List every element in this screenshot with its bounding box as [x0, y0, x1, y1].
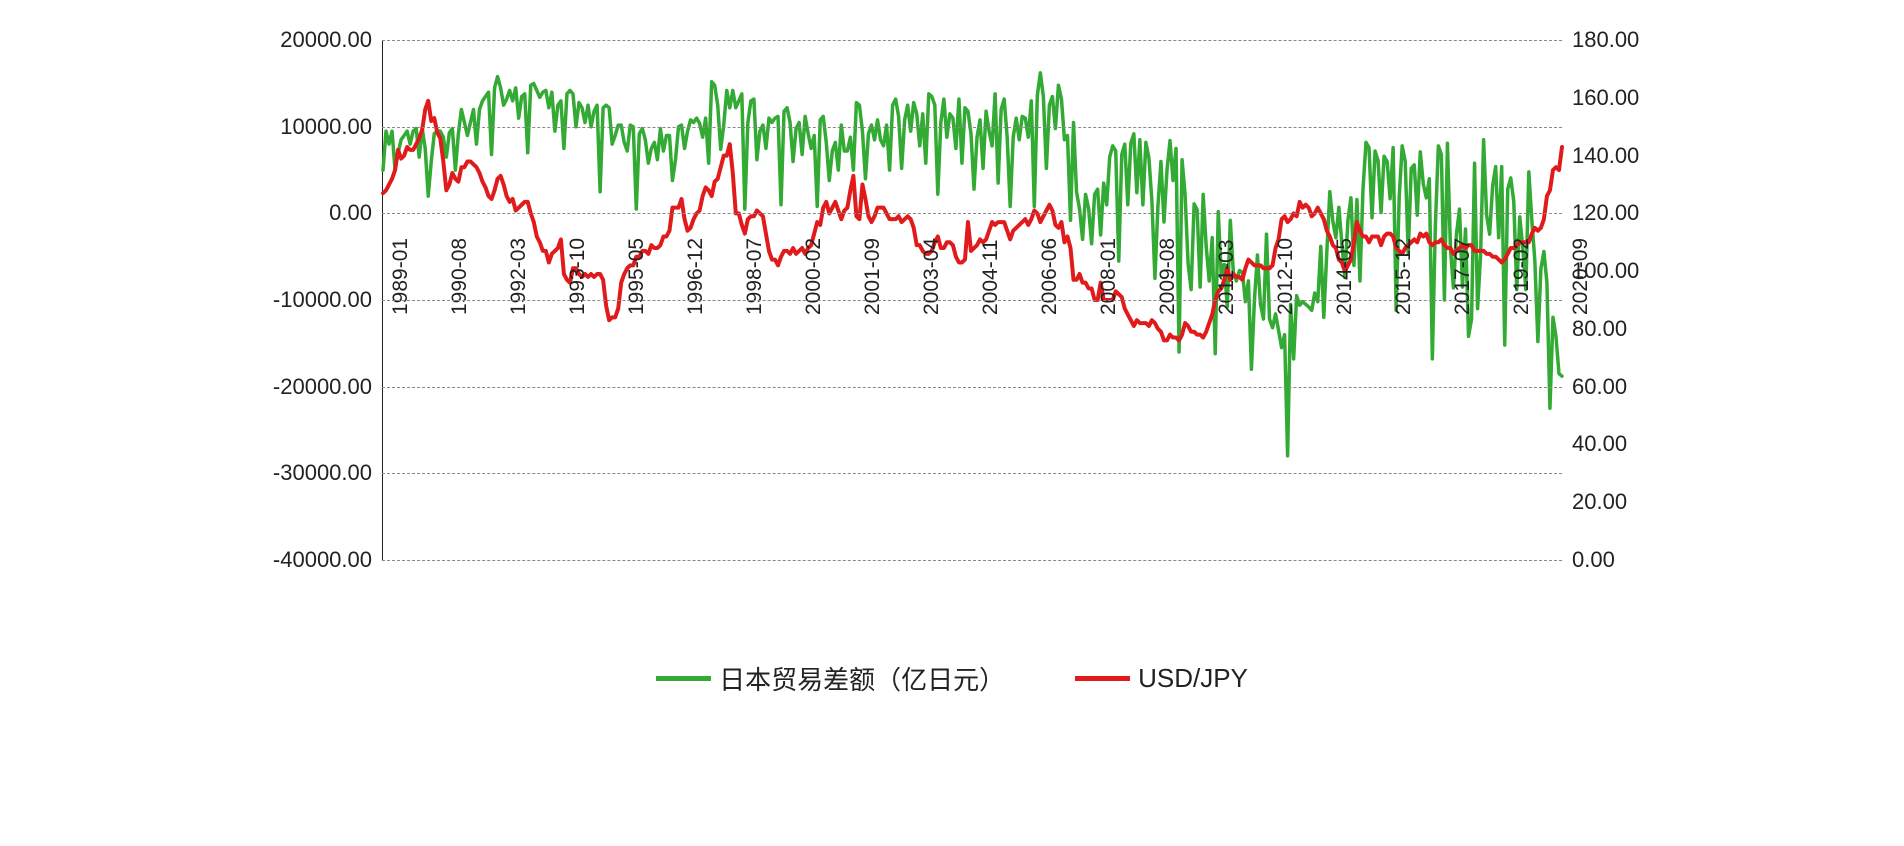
x-tick-label: 1989-01 [389, 238, 413, 315]
x-tick-label: 2012-10 [1274, 238, 1298, 315]
x-tick-label: 1998-07 [743, 238, 767, 315]
y-left-tick-label: 10000.00 [222, 114, 372, 140]
y-left-tick-label: -10000.00 [222, 287, 372, 313]
y-right-tick-label: 120.00 [1572, 200, 1692, 226]
y-right-tick-label: 20.00 [1572, 489, 1692, 515]
legend: 日本贸易差额（亿日元） USD/JPY [202, 660, 1702, 697]
x-tick-label: 2008-01 [1097, 238, 1121, 315]
y-left-tick-label: 0.00 [222, 200, 372, 226]
gridline [382, 560, 1562, 561]
legend-label-trade: 日本贸易差额（亿日元） [719, 660, 1005, 697]
x-tick-label: 1990-08 [448, 238, 472, 315]
x-tick-label: 1993-10 [566, 238, 590, 315]
y-right-tick-label: 140.00 [1572, 143, 1692, 169]
y-left-tick-label: -20000.00 [222, 374, 372, 400]
x-tick-label: 1996-12 [684, 238, 708, 315]
y-right-tick-label: 0.00 [1572, 547, 1692, 573]
y-left-tick-label: -30000.00 [222, 460, 372, 486]
legend-item-trade-balance: 日本贸易差额（亿日元） [656, 660, 1005, 697]
legend-label-usdjpy: USD/JPY [1138, 663, 1248, 694]
y-left-tick-label: 20000.00 [222, 27, 372, 53]
x-tick-label: 2009-08 [1156, 238, 1180, 315]
gridline [382, 473, 1562, 474]
x-tick-label: 1995-05 [625, 238, 649, 315]
y-right-tick-label: 80.00 [1572, 316, 1692, 342]
y-right-tick-label: 40.00 [1572, 431, 1692, 457]
y-right-tick-label: 160.00 [1572, 85, 1692, 111]
x-tick-label: 2006-06 [1038, 238, 1062, 315]
series-line [383, 73, 1562, 456]
x-tick-label: 2001-09 [861, 238, 885, 315]
x-tick-label: 2000-02 [802, 238, 826, 315]
legend-item-usdjpy: USD/JPY [1075, 663, 1248, 694]
x-tick-label: 2019-02 [1510, 238, 1534, 315]
x-tick-label: 1992-03 [507, 238, 531, 315]
x-tick-label: 2003-04 [920, 238, 944, 315]
x-tick-label: 2015-12 [1392, 238, 1416, 315]
gridline [382, 213, 1562, 214]
legend-swatch-usdjpy [1075, 676, 1130, 681]
gridline [382, 40, 1562, 41]
x-tick-label: 2017-07 [1451, 238, 1475, 315]
x-tick-label: 2004-11 [979, 240, 1003, 316]
x-tick-label: 2020-09 [1569, 238, 1593, 315]
x-tick-label: 2014-05 [1333, 238, 1357, 315]
legend-swatch-trade [656, 676, 711, 681]
gridline [382, 387, 1562, 388]
y-left-tick-label: -40000.00 [222, 547, 372, 573]
gridline [382, 127, 1562, 128]
gridline [382, 300, 1562, 301]
x-tick-label: 2011-03 [1215, 240, 1239, 316]
y-right-tick-label: 180.00 [1572, 27, 1692, 53]
dual-axis-line-chart: 20000.00 10000.00 0.00 -10000.00 -20000.00 -3… [202, 20, 1702, 720]
y-right-tick-label: 60.00 [1572, 374, 1692, 400]
